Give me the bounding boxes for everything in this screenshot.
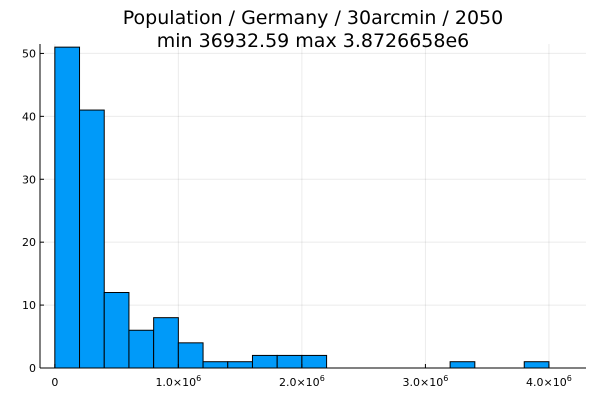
y-tick-label: 40 [22, 110, 36, 123]
axes-layer [39, 44, 586, 369]
x-tick-label: 3.0×106 [403, 374, 449, 389]
y-tick-label: 10 [22, 299, 36, 312]
bars-layer [54, 46, 550, 369]
histogram-bar [523, 361, 550, 369]
histogram-bar [301, 354, 328, 369]
histogram-bar [227, 361, 253, 369]
chart-title-line2: min 36932.59 max 3.8726658e6 [157, 30, 470, 52]
tick-labels-layer: 0 10 20 30 40 50 0 1.0×106 2.0×106 3.0×106 4.0×106 [22, 47, 572, 389]
histogram-bar [128, 329, 155, 369]
histogram-bar [153, 317, 179, 369]
histogram-bar [79, 109, 105, 369]
x-tick-label: 2.0×106 [279, 374, 325, 389]
histogram-bar [177, 342, 204, 369]
histogram-bar [103, 292, 130, 369]
histogram-bar [251, 354, 278, 369]
histogram-bar [202, 361, 229, 369]
x-tick-label: 1.0×106 [155, 374, 201, 389]
y-tick-label: 50 [22, 47, 36, 60]
y-tick-label: 0 [29, 362, 36, 375]
y-tick-label: 20 [22, 236, 36, 249]
chart-title-line1: Population / Germany / 30arcmin / 2050 [123, 7, 503, 29]
y-tick-label: 30 [22, 173, 36, 186]
x-tick-label: 4.0×106 [526, 374, 572, 389]
histogram-bar [54, 46, 81, 369]
histogram-bar [276, 354, 303, 369]
histogram-bar [449, 361, 476, 369]
x-tick-label: 0 [51, 376, 58, 389]
